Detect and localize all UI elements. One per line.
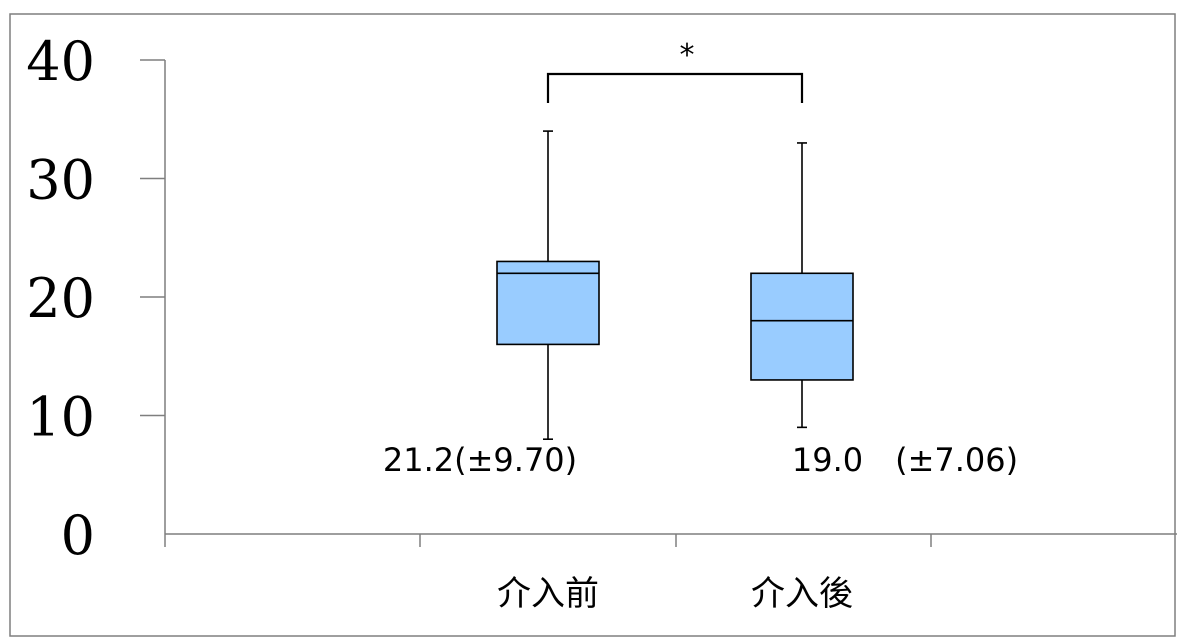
y-tick-label: 20: [26, 267, 95, 330]
x-category-label: 介入後: [751, 574, 853, 614]
mean-sd-annotation: 19.0 (±7.06): [792, 441, 1018, 479]
box-2: [750, 142, 854, 429]
mean-sd-annotation: 21.2(±9.70): [383, 441, 577, 479]
bracket-line: [546, 72, 804, 103]
iqr-box: [750, 272, 854, 381]
y-axis: 0 10 20 30 40: [26, 30, 165, 567]
significance-bracket: *: [546, 38, 804, 103]
y-tick-label: 40: [26, 30, 95, 93]
box-1: [496, 130, 600, 441]
significance-label: *: [680, 38, 695, 73]
y-tick-label: 0: [61, 504, 95, 567]
x-category-label: 介入前: [497, 574, 599, 614]
x-axis: 介入前 介入後: [164, 534, 932, 614]
y-tick-label: 30: [26, 149, 95, 212]
iqr-box: [496, 260, 600, 346]
y-tick-label: 10: [26, 386, 95, 449]
box-series: 21.2(±9.70) 19.0 (±7.06): [383, 130, 1018, 479]
